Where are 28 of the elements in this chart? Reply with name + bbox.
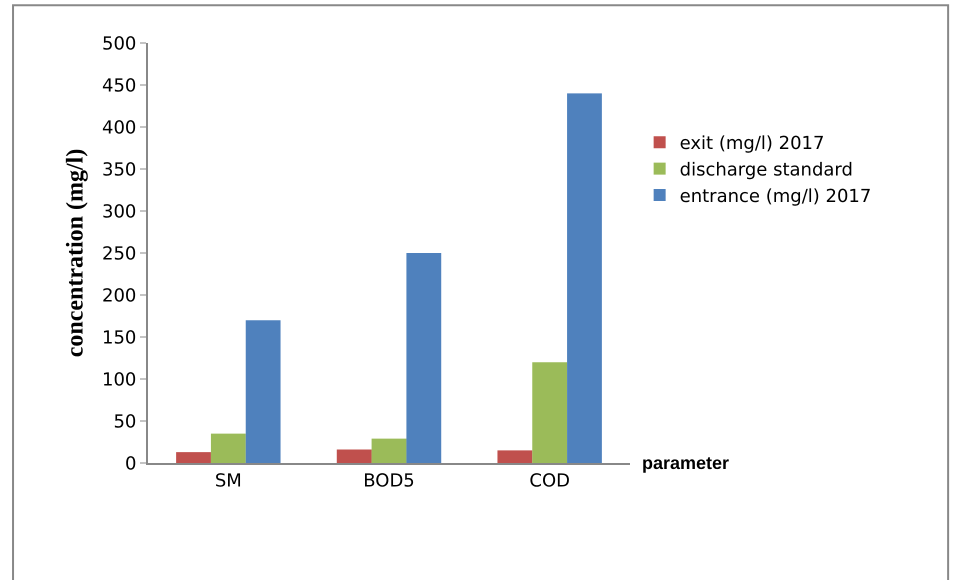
y-tick-label: 200 (102, 285, 136, 306)
legend-label: exit (mg/l) 2017 (680, 133, 824, 154)
bar (210, 434, 246, 463)
bar (567, 93, 602, 463)
y-tick-label: 300 (102, 201, 136, 222)
y-tick-label: 500 (102, 33, 136, 54)
legend-label: entrance (mg/l) 2017 (680, 186, 872, 208)
y-tick-label: 450 (102, 75, 136, 96)
y-tick-label: 50 (113, 411, 136, 432)
bar (497, 450, 532, 463)
x-tick-label: BOD5 (363, 470, 415, 492)
bar (176, 452, 211, 463)
y-axis-title: concentration (mg/l) (62, 148, 89, 358)
y-tick-label: 100 (102, 369, 136, 390)
bar (246, 320, 281, 463)
bar (336, 450, 372, 463)
legend-label: discharge standard (680, 160, 853, 181)
x-tick-label: COD (529, 470, 570, 492)
bar (406, 253, 442, 463)
y-tick-label: 350 (102, 159, 136, 180)
bar (532, 362, 568, 463)
y-tick-label: 400 (102, 117, 136, 138)
x-tick-label: SM (214, 470, 242, 492)
bar (372, 438, 406, 463)
x-axis-title: parameter (642, 453, 730, 473)
y-tick-label: 250 (102, 243, 136, 264)
y-tick-label: 0 (124, 453, 136, 474)
y-tick-label: 150 (102, 327, 136, 348)
